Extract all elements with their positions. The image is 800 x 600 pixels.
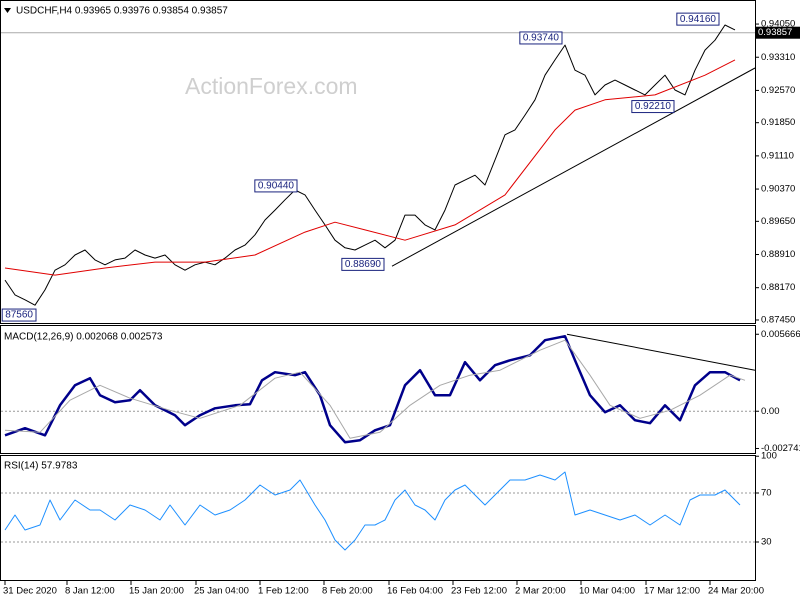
- x-tick-label: 17 Mar 12:00: [644, 586, 700, 597]
- x-tick-label: 2 Mar 20:00: [515, 586, 566, 597]
- x-tick-label: 23 Feb 12:00: [451, 586, 507, 597]
- x-tick-label: 8 Jan 12:00: [65, 586, 115, 597]
- y-tick-label: 0.90370: [761, 184, 795, 195]
- y-tick-label: 0.87450: [761, 314, 795, 325]
- y-tick-label: 0.93310: [761, 52, 795, 63]
- y-tick-label: 0.00: [761, 406, 780, 417]
- watermark: ActionForex.com: [185, 73, 358, 99]
- x-tick-label: 10 Mar 04:00: [579, 586, 635, 597]
- x-tick-label: 8 Feb 20:00: [322, 586, 373, 597]
- annotation-box: [631, 100, 675, 114]
- x-tick-label: 25 Jan 04:00: [194, 586, 249, 597]
- x-tick-label: 1 Feb 12:00: [258, 586, 309, 597]
- price-panel: [0, 0, 756, 324]
- macd-panel: [0, 325, 756, 454]
- annotation-box: [676, 12, 720, 26]
- x-tick-label: 31 Dec 2020: [3, 586, 57, 597]
- y-tick-label: 0.94050: [761, 19, 795, 30]
- y-tick-label: 0.92570: [761, 85, 795, 96]
- annotation-label: 0.94160: [680, 14, 717, 25]
- x-tick-label: 24 Mar 20:00: [708, 586, 764, 597]
- annotation-box: [1, 308, 37, 322]
- y-tick-label: 0.005666: [761, 329, 800, 340]
- series-line: [4, 59, 736, 276]
- x-tick-label: 16 Feb 04:00: [387, 586, 443, 597]
- annotation-box: [254, 179, 298, 193]
- annotation-label: 0.93740: [523, 33, 560, 44]
- y-tick-label: 0.89650: [761, 216, 795, 227]
- y-tick-label: 30: [761, 537, 772, 548]
- y-tick-label: 0.91110: [761, 150, 794, 161]
- x-tick-label: 15 Jan 20:00: [129, 586, 184, 597]
- series-line: [566, 333, 756, 371]
- annotation-box: [341, 257, 385, 271]
- annotation-label: 0.88690: [345, 259, 382, 270]
- y-tick-label: 0.88910: [761, 249, 795, 260]
- panel-title: USDCHF,H4 0.93965 0.93976 0.93854 0.9385…: [16, 6, 228, 17]
- annotation-box: [519, 31, 563, 45]
- last-price-label: 0.93857: [758, 27, 792, 38]
- annotation-label: 0.92210: [635, 101, 672, 112]
- panel-title: RSI(14) 57.9783: [4, 461, 78, 472]
- y-tick-label: 0.91850: [761, 117, 795, 128]
- y-tick-label: 100: [761, 451, 777, 462]
- y-tick-label: 0.88170: [761, 282, 795, 293]
- series-line: [4, 471, 741, 551]
- rsi-panel: [0, 455, 756, 581]
- annotation-label: 0.90440: [258, 181, 295, 192]
- annotation-label: 87560: [5, 310, 33, 321]
- y-tick-label: 70: [761, 488, 772, 499]
- panel-title: MACD(12,26,9) 0.002068 0.002573: [4, 332, 163, 343]
- series-line: [391, 67, 756, 267]
- symbol-arrow: [4, 8, 11, 13]
- series-line: [4, 334, 741, 444]
- last-price-box: [756, 26, 800, 39]
- y-tick-label: -0.002741: [761, 443, 800, 454]
- series-line: [4, 339, 746, 439]
- series-line: [4, 24, 736, 306]
